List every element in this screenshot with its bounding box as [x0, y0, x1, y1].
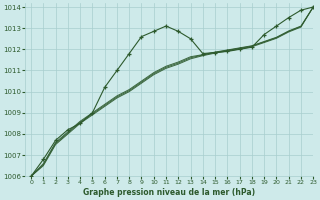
X-axis label: Graphe pression niveau de la mer (hPa): Graphe pression niveau de la mer (hPa) — [83, 188, 255, 197]
